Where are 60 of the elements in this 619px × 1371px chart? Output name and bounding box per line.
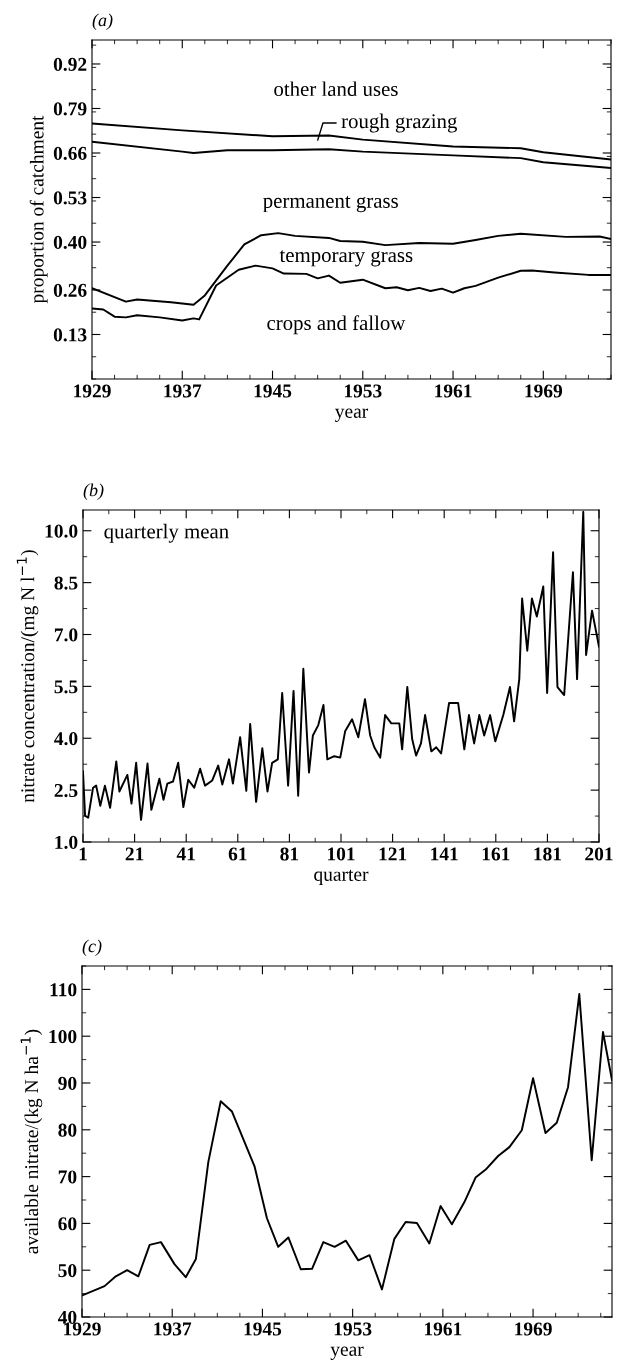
annotation: other land uses <box>274 81 398 97</box>
x-tick-label: 81 <box>280 847 299 861</box>
y-tick-label: 2.5 <box>54 784 78 798</box>
y-tick-label: 0.79 <box>53 102 87 116</box>
y-tick-label: 8.5 <box>54 576 78 590</box>
chart-title: (c) <box>82 939 102 956</box>
x-tick-label: 161 <box>482 847 510 861</box>
x-tick-label: 41 <box>176 847 195 861</box>
x-tick-label: 1937 <box>164 384 202 398</box>
x-tick-label: 181 <box>534 847 561 861</box>
y-tick-label: 4.0 <box>54 732 78 746</box>
x-tick-label: 1937 <box>154 1322 192 1336</box>
x-tick-label: 1961 <box>435 384 472 398</box>
y-tick-label: 60 <box>58 1217 77 1231</box>
annotation: crops and fallow <box>267 315 406 335</box>
y-tick-label: 1.0 <box>55 835 78 850</box>
annotation: rough grazing <box>341 113 458 133</box>
y-axis-title: available nitrate/(kg N ha$^{−1}$) <box>20 1029 43 1254</box>
x-tick-label: 21 <box>125 847 144 861</box>
y-tick-label: 40 <box>57 1310 77 1324</box>
annotation: temporary grass <box>279 250 413 267</box>
x-tick-label: 1945 <box>244 1322 282 1336</box>
y-tick-label: 5.5 <box>54 680 78 694</box>
y-axis-title: proportion of catchment <box>29 115 48 304</box>
y-tick-label: 10.0 <box>45 524 78 538</box>
y-tick-label: 0.26 <box>53 283 87 297</box>
y-axis-title: nitrate concentration/(mg N l$^{−1}$) <box>16 550 39 803</box>
x-tick-label: 1953 <box>344 384 382 398</box>
annotation: quarterly mean <box>104 523 229 543</box>
x-tick-label: 1929 <box>64 1322 101 1336</box>
y-tick-label: 7.0 <box>54 628 78 642</box>
y-tick-label: 0.13 <box>53 328 87 342</box>
x-tick-label: 201 <box>585 847 613 861</box>
x-tick-label: 61 <box>228 847 247 861</box>
x-tick-label: 121 <box>379 847 407 861</box>
x-tick-label: 1 <box>79 847 87 861</box>
y-tick-label: 0.66 <box>53 146 87 161</box>
y-tick-label: 110 <box>50 983 77 997</box>
x-axis-title: quarter <box>314 869 369 885</box>
y-tick-label: 0.53 <box>53 191 87 205</box>
x-tick-label: 141 <box>431 847 458 861</box>
y-tick-label: 100 <box>49 1030 77 1044</box>
y-tick-label: 50 <box>58 1264 77 1278</box>
x-tick-label: 1953 <box>334 1322 372 1336</box>
annotation: permanent grass <box>263 195 398 213</box>
chart-title: (b) <box>83 483 104 500</box>
x-axis-title: year <box>335 408 369 422</box>
y-tick-label: 90 <box>58 1076 77 1090</box>
y-tick-label: 70 <box>58 1170 77 1184</box>
chart-title: (a) <box>92 13 113 30</box>
x-tick-label: 1929 <box>74 384 111 398</box>
x-tick-label: 1961 <box>424 1322 462 1336</box>
x-tick-label: 1945 <box>254 384 292 398</box>
x-tick-label: 101 <box>327 847 355 861</box>
y-tick-label: 0.92 <box>53 57 87 71</box>
x-tick-label: 1969 <box>515 1322 552 1336</box>
y-tick-label: 0.40 <box>53 235 87 250</box>
x-tick-label: 1969 <box>525 384 563 398</box>
x-axis-title: year <box>330 1346 364 1360</box>
y-tick-label: 80 <box>58 1123 77 1137</box>
